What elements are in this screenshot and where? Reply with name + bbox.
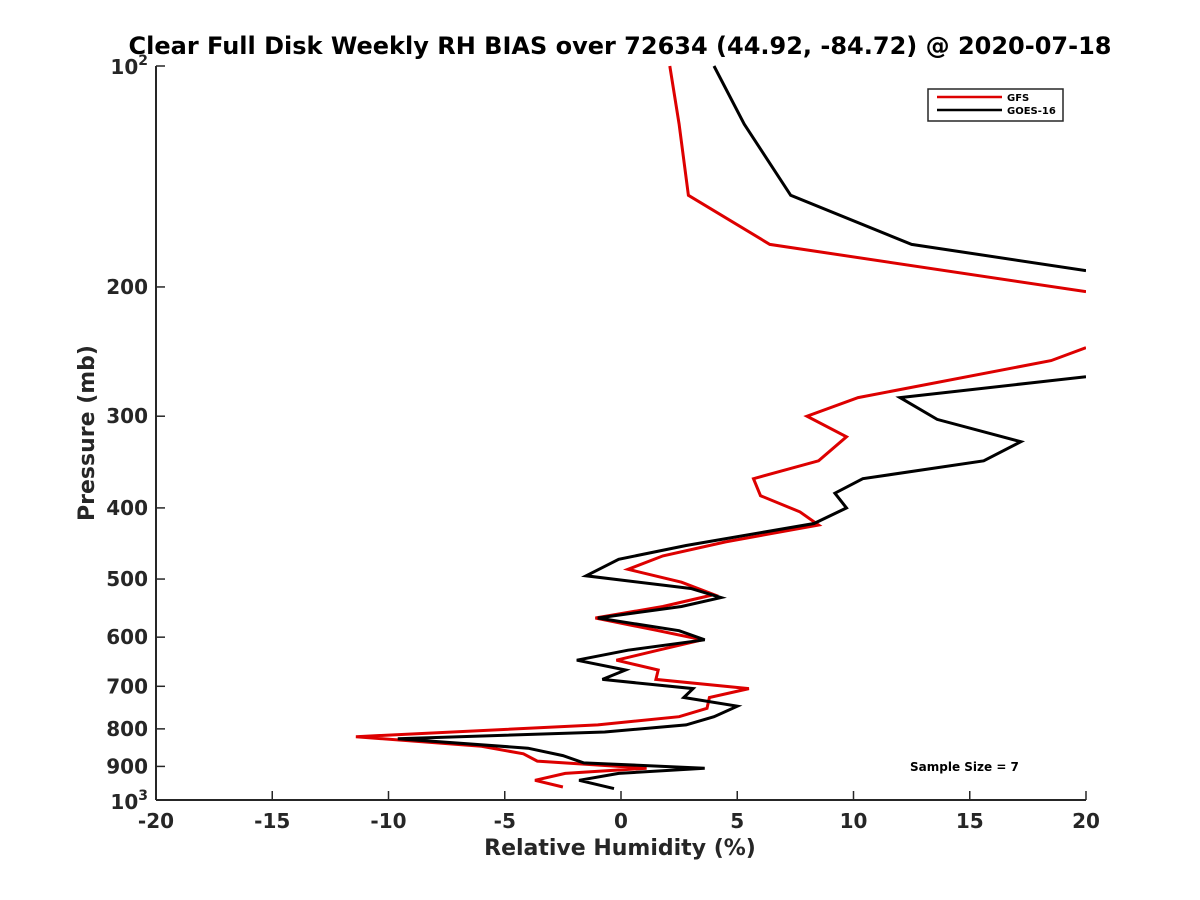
- x-tick-label: 15: [956, 809, 984, 833]
- y-tick-label: 900: [106, 754, 148, 778]
- x-tick-label: 0: [614, 809, 628, 833]
- y-tick-label: 400: [106, 496, 148, 520]
- y-tick-label-100: 102: [110, 53, 148, 79]
- y-tick-label-1000: 103: [110, 788, 148, 814]
- y-tick-label: 800: [106, 717, 148, 741]
- x-axis-label: Relative Humidity (%): [484, 836, 756, 861]
- y-tick-label: 200: [106, 275, 148, 299]
- y-axis-label: Pressure (mb): [75, 345, 100, 521]
- x-tick-label: -15: [254, 809, 290, 833]
- series-line-goes16: [397, 375, 1086, 791]
- x-axis-ticks: -20 -15 -10 -5 0 5 10 15 20: [138, 791, 1100, 833]
- chart-title: Clear Full Disk Weekly RH BIAS over 7263…: [129, 32, 1112, 60]
- series-line-gfs: [668, 65, 1086, 294]
- x-tick-label: 20: [1072, 809, 1100, 833]
- legend: GFS GOES-16: [927, 88, 1064, 122]
- legend-label-gfs: GFS: [1007, 93, 1029, 104]
- x-tick-label: 10: [840, 809, 868, 833]
- y-tick-label: 500: [106, 567, 148, 591]
- series-layer: [355, 65, 1086, 791]
- x-tick-label: 5: [730, 809, 744, 833]
- sample-size-annotation: Sample Size = 7: [910, 760, 1019, 774]
- series-line-goes16: [712, 65, 1086, 273]
- x-tick-label: -10: [370, 809, 406, 833]
- legend-label-goes16: GOES-16: [1007, 106, 1056, 117]
- y-tick-label: 700: [106, 674, 148, 698]
- y-tick-label: 300: [106, 404, 148, 428]
- legend-box: [927, 88, 1064, 122]
- plot-area: [156, 66, 1086, 800]
- x-tick-label: -5: [494, 809, 516, 833]
- series-line-gfs: [355, 346, 1086, 789]
- y-axis-ticks: 200 300 400 500 600 700 800 900: [106, 65, 165, 801]
- x-tick-label: -20: [138, 809, 174, 833]
- y-tick-label: 600: [106, 625, 148, 649]
